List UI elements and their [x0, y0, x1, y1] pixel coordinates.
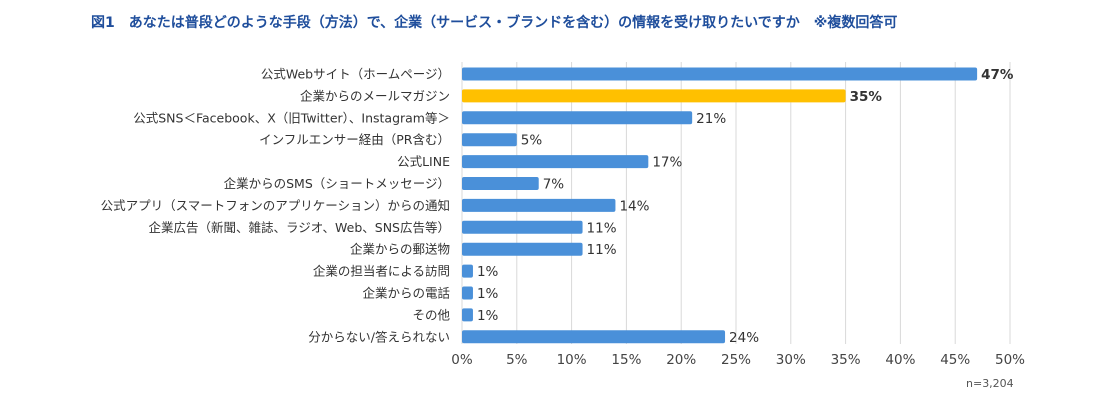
category-label: 企業からの郵送物: [350, 242, 450, 257]
value-label: 21%: [696, 111, 726, 127]
value-label: 7%: [543, 177, 565, 193]
x-tick-label: 40%: [885, 352, 915, 368]
category-label: 企業からのSMS（ショートメッセージ）: [224, 176, 450, 191]
x-tick-label: 0%: [451, 352, 473, 368]
bar: [462, 67, 978, 81]
category-label: 企業の担当者による訪問: [313, 264, 450, 279]
sample-size-note: n=3,204: [966, 377, 1014, 390]
value-labels: 47%35%21%5%17%7%14%11%11%1%1%1%24%: [477, 67, 1014, 346]
value-label: 1%: [477, 286, 499, 302]
bar: [462, 198, 616, 212]
value-label: 24%: [729, 330, 759, 346]
bar: [462, 155, 649, 169]
x-tick-label: 10%: [557, 352, 587, 368]
category-label: 公式SNS＜Facebook、X（旧Twitter）、Instagram等＞: [133, 110, 450, 125]
value-label: 1%: [477, 264, 499, 280]
x-tick-label: 25%: [721, 352, 751, 368]
category-label: 分からない/答えられない: [308, 329, 450, 344]
value-label: 14%: [619, 198, 649, 214]
bar: [462, 330, 726, 344]
category-label: 公式Webサイト（ホームページ）: [261, 67, 450, 82]
value-label: 47%: [981, 67, 1014, 83]
chart-title: 図1 あなたは普段どのような手段（方法）で、企業（サービス・ブランドを含む）の情…: [91, 15, 898, 31]
bar: [462, 308, 473, 322]
category-label: 公式LINE: [397, 154, 450, 169]
bar: [462, 133, 517, 147]
x-tick-label: 30%: [776, 352, 806, 368]
bar: [462, 220, 583, 234]
x-tick-label: 35%: [831, 352, 861, 368]
x-tick-label: 45%: [940, 352, 970, 368]
category-label: 企業からのメールマガジン: [300, 88, 450, 103]
value-label: 1%: [477, 308, 499, 324]
value-label: 5%: [521, 133, 543, 149]
category-label: 公式アプリ（スマートフォンのアプリケーション）からの通知: [101, 198, 450, 213]
value-label: 11%: [587, 242, 617, 258]
value-label: 11%: [587, 220, 617, 236]
x-axis-ticks: 0% 5% 10% 15% 20% 25% 30% 35% 40% 45% 50%: [451, 352, 1025, 368]
category-label: インフルエンサー経由（PR含む）: [259, 132, 450, 147]
category-labels: 公式Webサイト（ホームページ） 企業からのメールマガジン公式SNS＜Facebo…: [101, 67, 451, 345]
category-label: 企業広告（新聞、雑誌、ラジオ、Web、SNS広告等）: [149, 220, 450, 235]
bar: [462, 111, 693, 125]
value-label: 35%: [850, 89, 883, 105]
bars: [462, 67, 978, 344]
x-tick-label: 15%: [611, 352, 641, 368]
bar: [462, 89, 846, 103]
bar: [462, 286, 473, 300]
category-label: その他: [412, 307, 450, 322]
category-label: 企業からの電話: [362, 286, 450, 301]
value-label: 17%: [652, 155, 682, 171]
bar: [462, 264, 473, 278]
bar: [462, 242, 583, 256]
x-tick-label: 5%: [506, 352, 528, 368]
x-tick-label: 50%: [995, 352, 1025, 368]
x-tick-label: 20%: [666, 352, 696, 368]
bar: [462, 177, 539, 190]
